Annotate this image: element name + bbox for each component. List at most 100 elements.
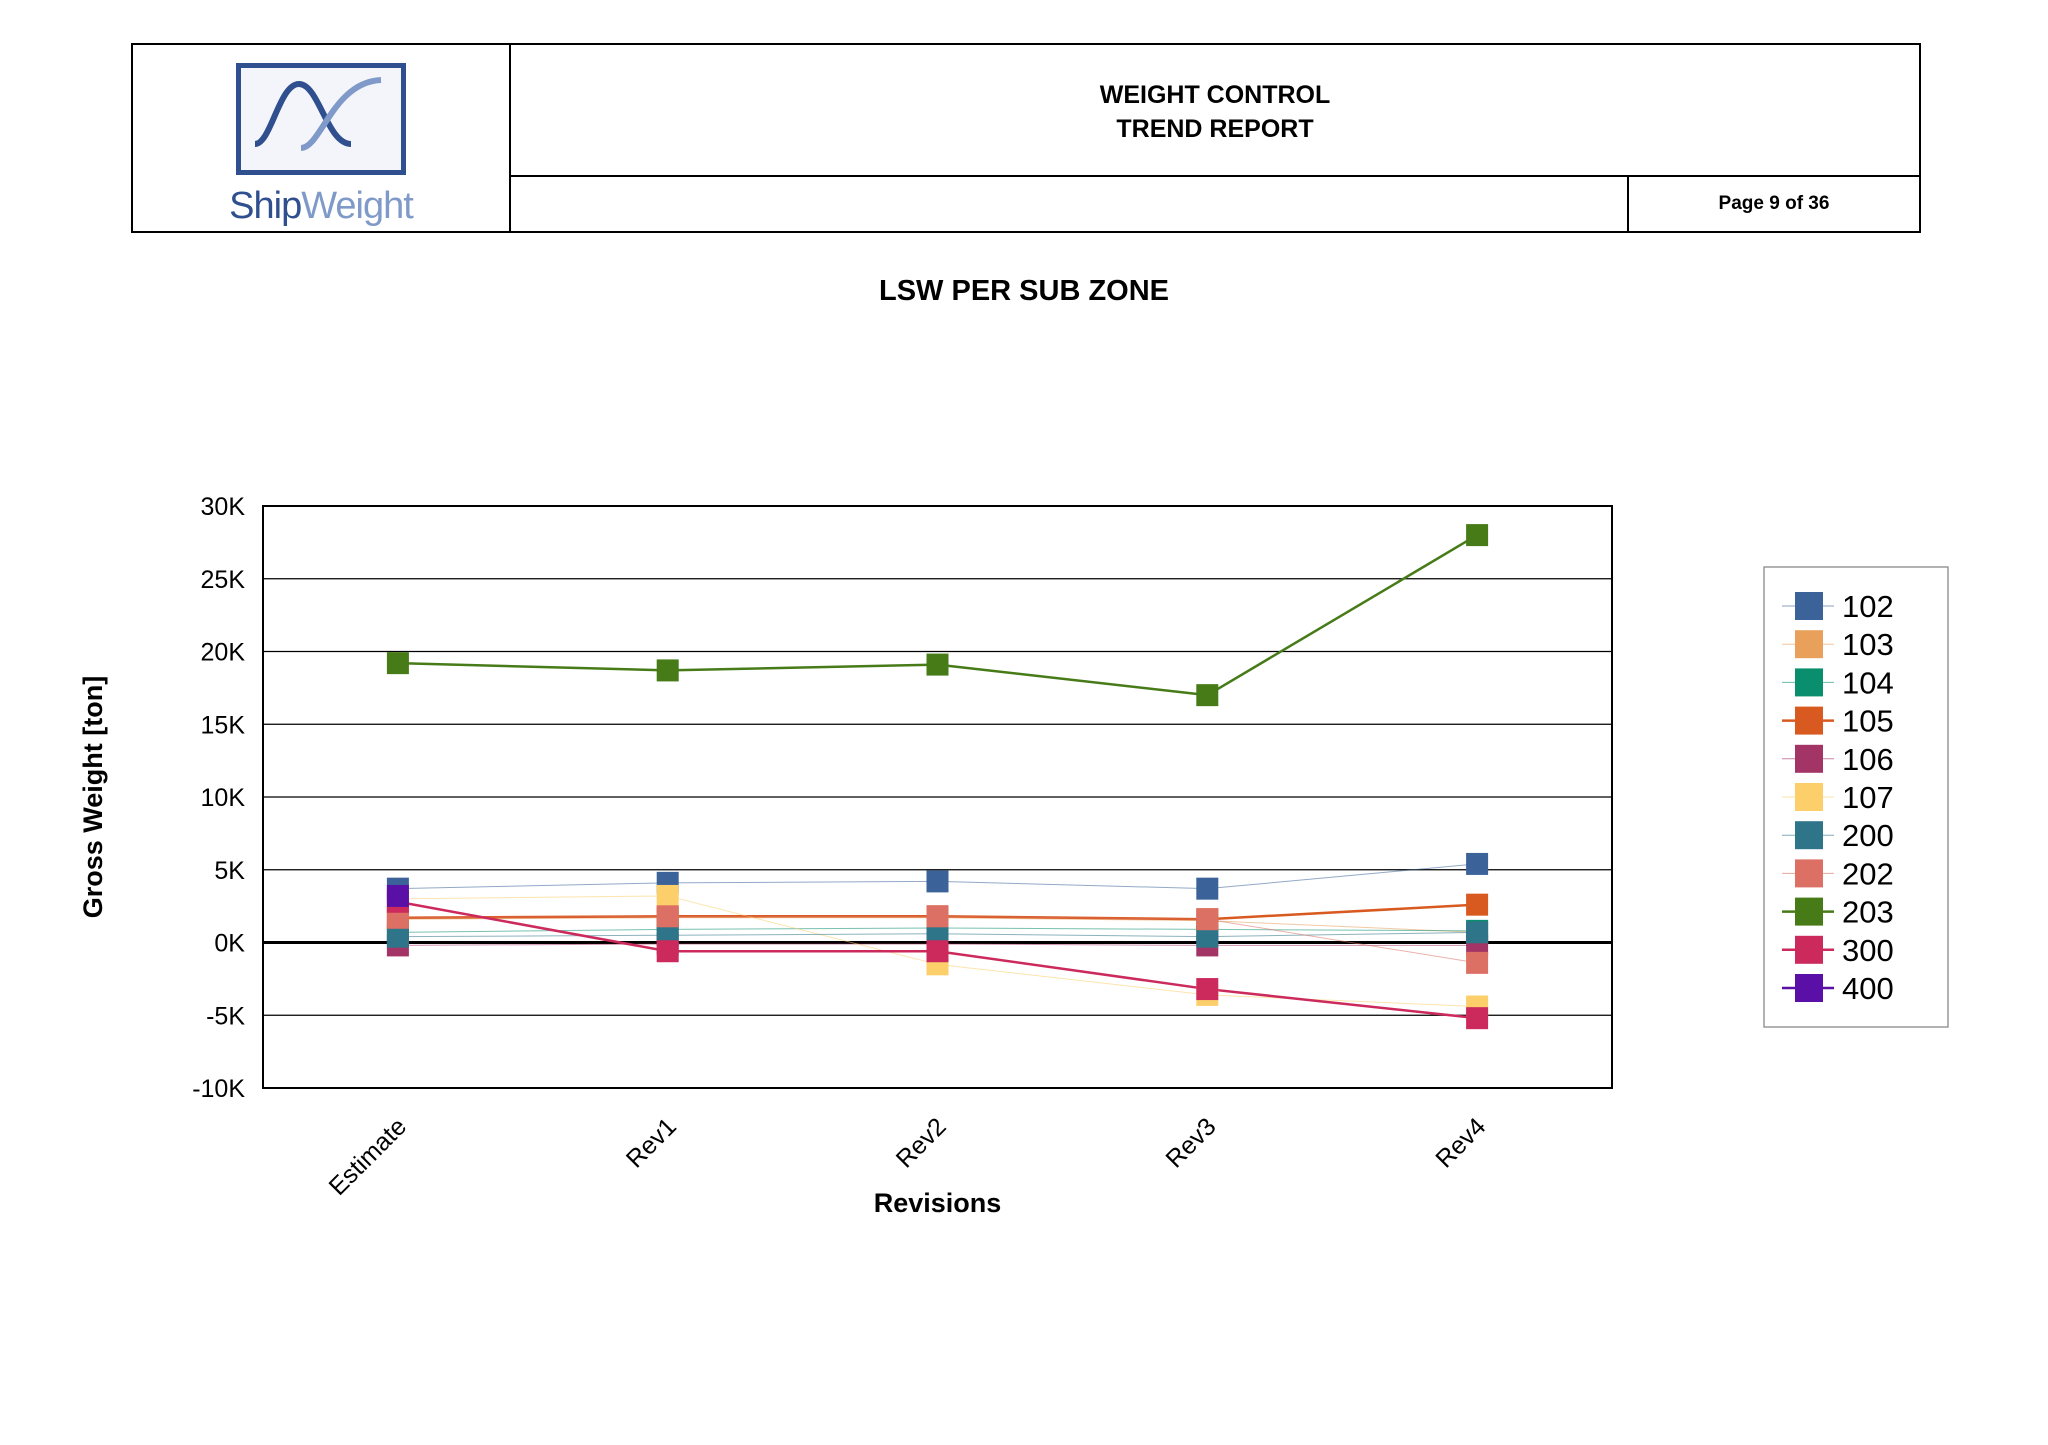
series-line-200 xyxy=(397,934,668,938)
logo-cell: ShipWeight xyxy=(133,45,511,231)
series-line-203 xyxy=(1206,534,1478,697)
data-point-200 xyxy=(386,925,409,948)
legend-label-202: 202 xyxy=(1842,856,1894,891)
series-line-203 xyxy=(667,663,938,672)
y-tick-label: -5K xyxy=(206,1002,245,1030)
legend-marker-105 xyxy=(1795,706,1823,735)
data-point-300 xyxy=(1196,978,1219,1001)
x-tick-label: Rev3 xyxy=(1160,1112,1221,1173)
x-tick-label: Rev4 xyxy=(1430,1112,1491,1173)
data-point-107 xyxy=(656,884,679,907)
data-point-200 xyxy=(1466,921,1489,944)
series-line-300 xyxy=(937,949,1208,991)
series-line-202 xyxy=(1207,918,1478,964)
data-point-203 xyxy=(656,659,679,682)
series-line-104 xyxy=(937,927,1208,930)
legend-marker-102 xyxy=(1795,592,1823,620)
legend-marker-400 xyxy=(1795,974,1823,1002)
y-axis-label: Gross Weight [ton] xyxy=(78,676,108,919)
data-point-203 xyxy=(926,653,949,676)
legend-marker-300 xyxy=(1795,935,1823,964)
report-header: ShipWeight WEIGHT CONTROL TREND REPORT P… xyxy=(131,43,1921,233)
series-line-103 xyxy=(937,917,1208,922)
data-point-203 xyxy=(1196,684,1219,707)
data-point-202 xyxy=(1196,908,1219,931)
legend-marker-203 xyxy=(1795,897,1823,926)
legend-label-103: 103 xyxy=(1842,627,1894,662)
series-line-200 xyxy=(1207,931,1478,938)
data-point-300 xyxy=(656,940,679,963)
legend-marker-107 xyxy=(1795,783,1823,811)
series-line-102 xyxy=(667,880,938,884)
data-point-102 xyxy=(1466,852,1489,875)
data-point-400 xyxy=(386,884,409,907)
y-tick-label: 5K xyxy=(214,857,245,885)
series-line-107 xyxy=(397,895,668,900)
data-point-300 xyxy=(1466,1007,1489,1030)
report-title-cell: WEIGHT CONTROL TREND REPORT xyxy=(511,45,1919,177)
data-point-300 xyxy=(926,940,949,963)
series-line-106 xyxy=(937,943,1208,946)
data-point-200 xyxy=(1196,925,1219,948)
y-tick-label: 30K xyxy=(201,493,246,521)
legend-marker-104 xyxy=(1795,668,1823,697)
logo-text-weight: Weight xyxy=(301,185,414,227)
series-line-107 xyxy=(1207,994,1478,1008)
legend-marker-200 xyxy=(1795,821,1823,850)
series-line-200 xyxy=(667,933,938,936)
series-line-107 xyxy=(937,963,1208,996)
data-point-200 xyxy=(926,922,949,945)
report-title-line2: TREND REPORT xyxy=(1116,115,1314,143)
series-line-203 xyxy=(397,661,668,672)
series-line-103 xyxy=(397,917,668,920)
shipweight-logo-icon xyxy=(236,63,406,175)
legend-marker-103 xyxy=(1795,630,1823,659)
data-point-102 xyxy=(1196,877,1219,900)
legend-label-107: 107 xyxy=(1842,780,1894,815)
y-tick-label: 15K xyxy=(201,711,246,739)
data-point-202 xyxy=(926,905,949,928)
series-line-200 xyxy=(937,933,1208,938)
series-line-102 xyxy=(1207,863,1478,890)
series-line-104 xyxy=(1207,928,1478,932)
logo-text-ship: Ship xyxy=(229,185,302,227)
page-number: Page 9 of 36 xyxy=(1627,177,1919,231)
series-line-102 xyxy=(937,880,1208,890)
y-tick-label: 0K xyxy=(214,930,245,958)
y-tick-label: 25K xyxy=(201,566,246,594)
y-tick-label: 10K xyxy=(201,784,246,812)
legend-label-200: 200 xyxy=(1842,818,1894,853)
legend-marker-202 xyxy=(1795,859,1823,888)
legend-label-104: 104 xyxy=(1842,665,1894,700)
x-tick-label: Rev1 xyxy=(621,1112,682,1173)
logo-text: ShipWeight xyxy=(133,185,509,228)
legend-label-105: 105 xyxy=(1842,704,1894,739)
series-line-104 xyxy=(397,928,668,933)
legend-label-102: 102 xyxy=(1842,589,1894,624)
legend-label-106: 106 xyxy=(1842,742,1894,777)
series-line-300 xyxy=(1207,987,1478,1020)
series-line-107 xyxy=(667,895,938,965)
x-tick-label: Estimate xyxy=(324,1112,413,1201)
x-axis-label: Revisions xyxy=(874,1188,1002,1218)
y-tick-label: 20K xyxy=(201,639,246,667)
x-tick-label: Rev2 xyxy=(891,1112,952,1173)
data-point-202 xyxy=(656,905,679,928)
legend-label-400: 400 xyxy=(1842,971,1894,1006)
series-line-102 xyxy=(397,882,668,890)
series-line-300 xyxy=(397,900,668,953)
chart-title: LSW PER SUB ZONE xyxy=(878,275,1169,307)
series-line-202 xyxy=(937,915,1208,920)
legend-label-203: 203 xyxy=(1842,895,1894,930)
report-title-line1: WEIGHT CONTROL xyxy=(1099,81,1331,109)
series-line-105 xyxy=(1207,903,1478,921)
series-line-203 xyxy=(937,663,1208,697)
legend-marker-106 xyxy=(1795,744,1823,773)
data-point-203 xyxy=(386,652,409,675)
data-point-105 xyxy=(1466,893,1489,916)
data-point-102 xyxy=(926,870,949,893)
legend-label-300: 300 xyxy=(1842,933,1894,968)
data-point-203 xyxy=(1466,524,1489,547)
series-line-202 xyxy=(397,915,668,919)
y-tick-label: -10K xyxy=(192,1075,245,1103)
